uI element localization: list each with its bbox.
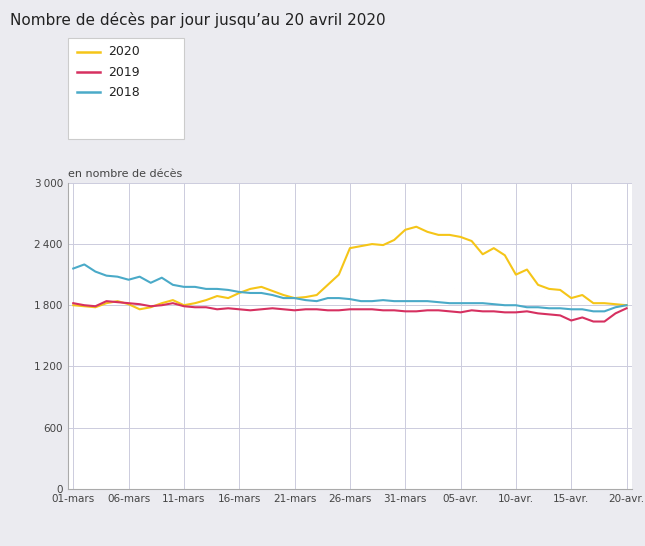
2020 (412, 223, 420, 230)
2018 (81, 261, 88, 268)
2019 (202, 304, 210, 311)
2020 (246, 286, 254, 292)
2020 (257, 283, 265, 290)
2020 (136, 306, 144, 312)
2018 (246, 290, 254, 296)
Line: 2018: 2018 (74, 264, 626, 311)
2019 (70, 300, 77, 306)
2020 (490, 245, 498, 251)
2019 (246, 307, 254, 313)
2019 (622, 305, 630, 312)
Text: Nombre de décès par jour jusqu’au 20 avril 2020: Nombre de décès par jour jusqu’au 20 avr… (10, 12, 385, 28)
2020 (611, 301, 619, 307)
2019 (103, 298, 110, 305)
2018 (70, 265, 77, 272)
2020 (622, 302, 630, 308)
2018 (257, 290, 265, 296)
Line: 2019: 2019 (74, 301, 626, 322)
Text: 2019: 2019 (108, 66, 139, 79)
2018 (202, 286, 210, 292)
2020 (457, 234, 464, 240)
2018 (479, 300, 486, 306)
Text: 2018: 2018 (108, 86, 139, 99)
2018 (590, 308, 597, 314)
2019 (611, 310, 619, 317)
Text: 2020: 2020 (108, 45, 139, 58)
2018 (622, 302, 630, 308)
2018 (446, 300, 453, 306)
2019 (257, 306, 265, 312)
2020 (70, 302, 77, 308)
2019 (479, 308, 486, 314)
2019 (446, 308, 453, 314)
2019 (590, 318, 597, 325)
Text: en nombre de décès: en nombre de décès (68, 169, 182, 179)
Line: 2020: 2020 (74, 227, 626, 309)
2020 (202, 297, 210, 304)
2018 (611, 304, 619, 311)
